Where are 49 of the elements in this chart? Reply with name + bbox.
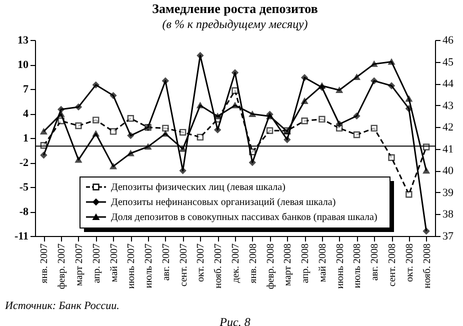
- x-tick-label: нояб. 2007: [213, 244, 224, 288]
- chart-title: Замедление роста депозитов: [152, 1, 318, 16]
- x-tick-label: авг. 2007: [160, 244, 172, 281]
- x-tick-label: сент. 2008: [387, 244, 398, 286]
- y2-tick-label: 46: [442, 34, 454, 46]
- x-tick-label: июнь 2008: [334, 244, 346, 289]
- y-tick-label: 1: [23, 132, 28, 144]
- x-tick-label: февр. 2008: [265, 244, 276, 290]
- y-tick-label: 13: [18, 34, 29, 46]
- y2-tick-label: 37: [442, 230, 454, 242]
- x-tick-label: дек. 2007: [230, 244, 242, 283]
- x-tick-label: сент. 2007: [178, 244, 190, 286]
- y2-tick-label: 41: [442, 143, 454, 156]
- y2-tick-label: 45: [442, 56, 454, 68]
- y-tick-label: 10: [18, 59, 29, 71]
- legend-label: Депозиты физических лиц (левая шкала): [111, 182, 286, 193]
- x-tick-label: окт. 2008: [404, 244, 416, 282]
- x-tick-label: янв. 2008: [248, 244, 259, 284]
- x-tick-label: июль 2007: [144, 244, 155, 288]
- y2-tick-label: 40: [442, 165, 454, 178]
- y-tick-label: -5: [19, 182, 29, 194]
- x-tick-label: май 2007: [108, 244, 120, 282]
- y-tick-label: -11: [14, 230, 28, 242]
- x-tick-label: март 2008: [282, 244, 294, 286]
- x-tick-label: авг. 2008: [370, 244, 381, 281]
- y-tick-label: 4: [23, 108, 29, 120]
- y2-tick-label: 42: [442, 122, 454, 134]
- x-tick-label: июль 2008: [352, 244, 364, 288]
- y2-tick-label: 39: [442, 186, 454, 199]
- x-tick-label: май 2008: [317, 244, 328, 282]
- x-tick-label: февр. 2007: [56, 244, 68, 290]
- y2-tick-label: 44: [442, 78, 454, 90]
- y-tick-label: 7: [23, 84, 29, 96]
- legend-label: Депозиты нефинансовых организаций (левая шкала): [111, 197, 336, 208]
- y2-tick-label: 38: [442, 208, 454, 221]
- text: Рис. 8: [218, 315, 250, 326]
- x-tick-label: март 2007: [74, 244, 85, 286]
- text: Источник: Банк России.: [4, 300, 120, 312]
- x-tick-label: окт. 2007: [196, 244, 207, 282]
- y-tick-label: -2: [19, 157, 29, 169]
- chart-subtitle: (в % к предыдущему месяцу): [162, 17, 308, 31]
- x-tick-label: апр. 2007: [91, 244, 102, 284]
- x-tick-label: апр. 2008: [300, 244, 312, 284]
- y-tick-label: -8: [19, 206, 29, 218]
- y2-tick-label: 43: [442, 100, 454, 112]
- x-tick-label: янв. 2007: [39, 244, 50, 284]
- legend-label: Доля депозитов в совокупных пассивах банков (правая шкала): [111, 212, 378, 223]
- x-tick-label: июнь 2007: [126, 244, 138, 289]
- x-tick-label: нояб. 2008: [422, 244, 433, 288]
